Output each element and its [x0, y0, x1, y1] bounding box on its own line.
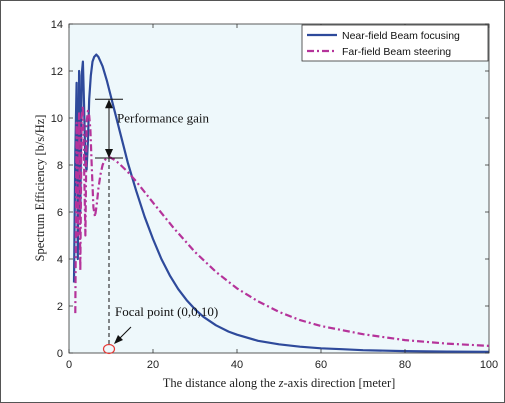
y-axis-label: Spectrum Efficiency [b/s/Hz] [33, 115, 47, 262]
y-tick-label: 12 [51, 66, 63, 78]
x-tick-label: 0 [66, 359, 72, 371]
y-tick-label: 14 [51, 19, 63, 31]
y-tick-label: 10 [51, 113, 63, 125]
x-tick-label: 20 [147, 359, 159, 371]
x-tick-label: 40 [231, 359, 243, 371]
x-axis-label-suffix: -axis direction [meter] [284, 376, 396, 390]
axis-layer: 0 20 40 60 80 100 0 2 4 6 8 10 12 14 [51, 19, 498, 371]
x-tick-label: 80 [399, 359, 411, 371]
y-tick-label: 0 [57, 348, 63, 360]
x-axis-label-prefix: The distance along the [163, 376, 279, 390]
focal-arrow-head [114, 335, 123, 344]
series-line-far-field [74, 105, 490, 347]
series-layer [72, 53, 490, 353]
series-line-near-field [72, 53, 490, 353]
x-tick-label: 60 [315, 359, 327, 371]
focal-point-label: Focal point (0,0,10) [115, 304, 218, 319]
plot-area [68, 23, 490, 354]
legend-label-near-field: Near-field Beam focusing [342, 30, 460, 42]
annotation-layer: Performance gain Focal point (0,0,10) [95, 98, 218, 355]
gain-arrow-head-up [105, 99, 113, 109]
performance-gain-label: Performance gain [117, 111, 210, 126]
y-tick-label: 8 [57, 160, 63, 172]
legend: Near-field Beam focusing Far-field Beam … [301, 24, 489, 62]
legend-box [301, 24, 489, 62]
legend-label-far-field: Far-field Beam steering [342, 46, 451, 58]
focal-point-marker [102, 343, 116, 355]
gain-arrow-head-down [105, 148, 113, 158]
y-tick-label: 6 [57, 207, 63, 219]
y-tick-label: 2 [57, 301, 63, 313]
x-axis-label: The distance along the z-axis direction … [163, 376, 396, 390]
x-tick-label: 100 [480, 359, 498, 371]
x-axis-label-variable: z [278, 376, 284, 390]
y-tick-label: 4 [57, 254, 63, 266]
